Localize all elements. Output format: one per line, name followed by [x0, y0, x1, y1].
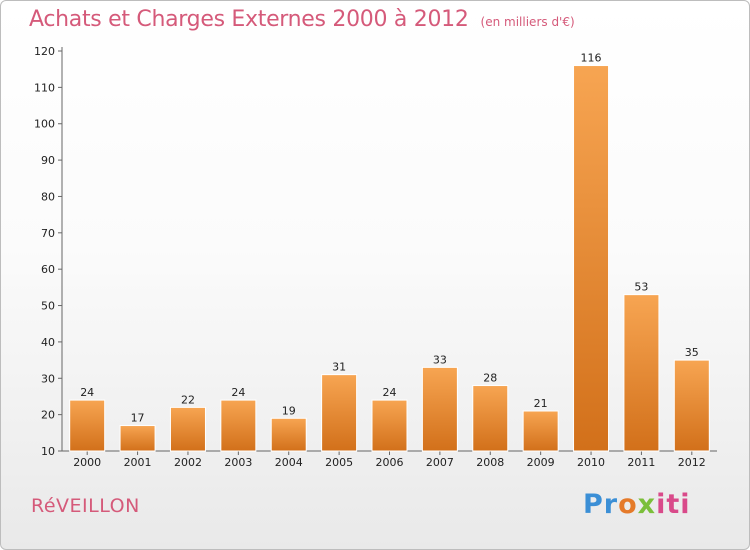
y-tick-label: 50 — [41, 300, 55, 313]
x-tick-label-2010: 2010 — [577, 456, 605, 469]
y-tick-label: 70 — [41, 227, 55, 240]
data-label-2000: 24 — [80, 386, 94, 399]
data-label-2005: 31 — [332, 361, 346, 374]
bar-2004 — [270, 417, 307, 452]
data-label-2001: 17 — [131, 412, 145, 425]
data-label-2010: 116 — [581, 52, 602, 65]
chart-title: Achats et Charges Externes 2000 à 2012 (e… — [29, 7, 575, 32]
data-label-2003: 24 — [231, 386, 245, 399]
data-label-2011: 53 — [634, 281, 648, 294]
y-tick-label: 60 — [41, 263, 55, 276]
bar-2005 — [321, 374, 358, 452]
data-label-2004: 19 — [282, 404, 296, 417]
bar-2009 — [522, 410, 559, 452]
bar-2010 — [573, 65, 610, 452]
x-tick-label-2004: 2004 — [275, 456, 303, 469]
data-label-2007: 33 — [433, 353, 447, 366]
x-tick-label-2007: 2007 — [426, 456, 454, 469]
bar-2001 — [119, 425, 156, 452]
y-tick-label: 40 — [41, 336, 55, 349]
x-tick-label-2005: 2005 — [325, 456, 353, 469]
y-tick-label: 90 — [41, 154, 55, 167]
x-tick-label-2002: 2002 — [174, 456, 202, 469]
data-label-2012: 35 — [685, 346, 699, 359]
chart-subtitle: (en milliers d'€) — [480, 15, 575, 29]
bar-2000 — [69, 399, 106, 452]
brand-logo: Proxiti — [583, 489, 691, 520]
bar-2008 — [472, 385, 509, 452]
x-tick-label-2009: 2009 — [527, 456, 555, 469]
bar-2003 — [220, 399, 257, 452]
data-label-2006: 24 — [383, 386, 397, 399]
data-label-2002: 22 — [181, 393, 195, 406]
chart-axes: 10 20 30 40 50 60 70 80 90 100 110 120 — [34, 45, 717, 458]
y-tick-label: 120 — [34, 45, 55, 58]
bar-2011 — [623, 294, 660, 452]
y-tick-label: 100 — [34, 118, 55, 131]
x-tick-label-2003: 2003 — [224, 456, 252, 469]
y-tick-label: 20 — [41, 409, 55, 422]
chart-labels: 2000 24 2001 17 2002 22 2003 24 2004 19 2005 31 2006… — [73, 52, 706, 469]
data-label-2009: 21 — [534, 397, 548, 410]
bar-2012 — [673, 359, 710, 452]
y-tick-label: 110 — [34, 81, 55, 94]
bar-2002 — [169, 406, 206, 452]
x-tick-label-2012: 2012 — [678, 456, 706, 469]
bar-2006 — [371, 399, 408, 452]
bar-2007 — [421, 366, 458, 452]
x-tick-label-2006: 2006 — [376, 456, 404, 469]
y-tick-label: 80 — [41, 190, 55, 203]
y-tick-label: 10 — [41, 445, 55, 458]
x-tick-label-2001: 2001 — [124, 456, 152, 469]
data-label-2008: 28 — [483, 372, 497, 385]
y-tick-label: 30 — [41, 372, 55, 385]
x-tick-label-2008: 2008 — [476, 456, 504, 469]
commune-name: RéVEILLON — [31, 495, 140, 517]
x-tick-label-2000: 2000 — [73, 456, 101, 469]
x-tick-label-2011: 2011 — [627, 456, 655, 469]
chart-bars — [69, 65, 710, 452]
chart-title-text: Achats et Charges Externes 2000 à 2012 — [29, 7, 469, 32]
